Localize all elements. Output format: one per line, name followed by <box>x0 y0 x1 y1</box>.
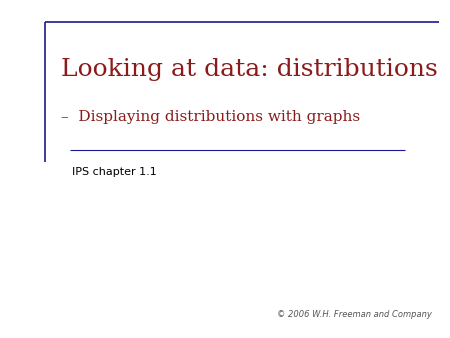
Text: IPS chapter 1.1: IPS chapter 1.1 <box>72 167 157 177</box>
Text: –  Displaying distributions with graphs: – Displaying distributions with graphs <box>61 110 360 124</box>
Text: Looking at data: distributions: Looking at data: distributions <box>61 58 437 81</box>
Text: © 2006 W.H. Freeman and Company: © 2006 W.H. Freeman and Company <box>277 310 432 319</box>
